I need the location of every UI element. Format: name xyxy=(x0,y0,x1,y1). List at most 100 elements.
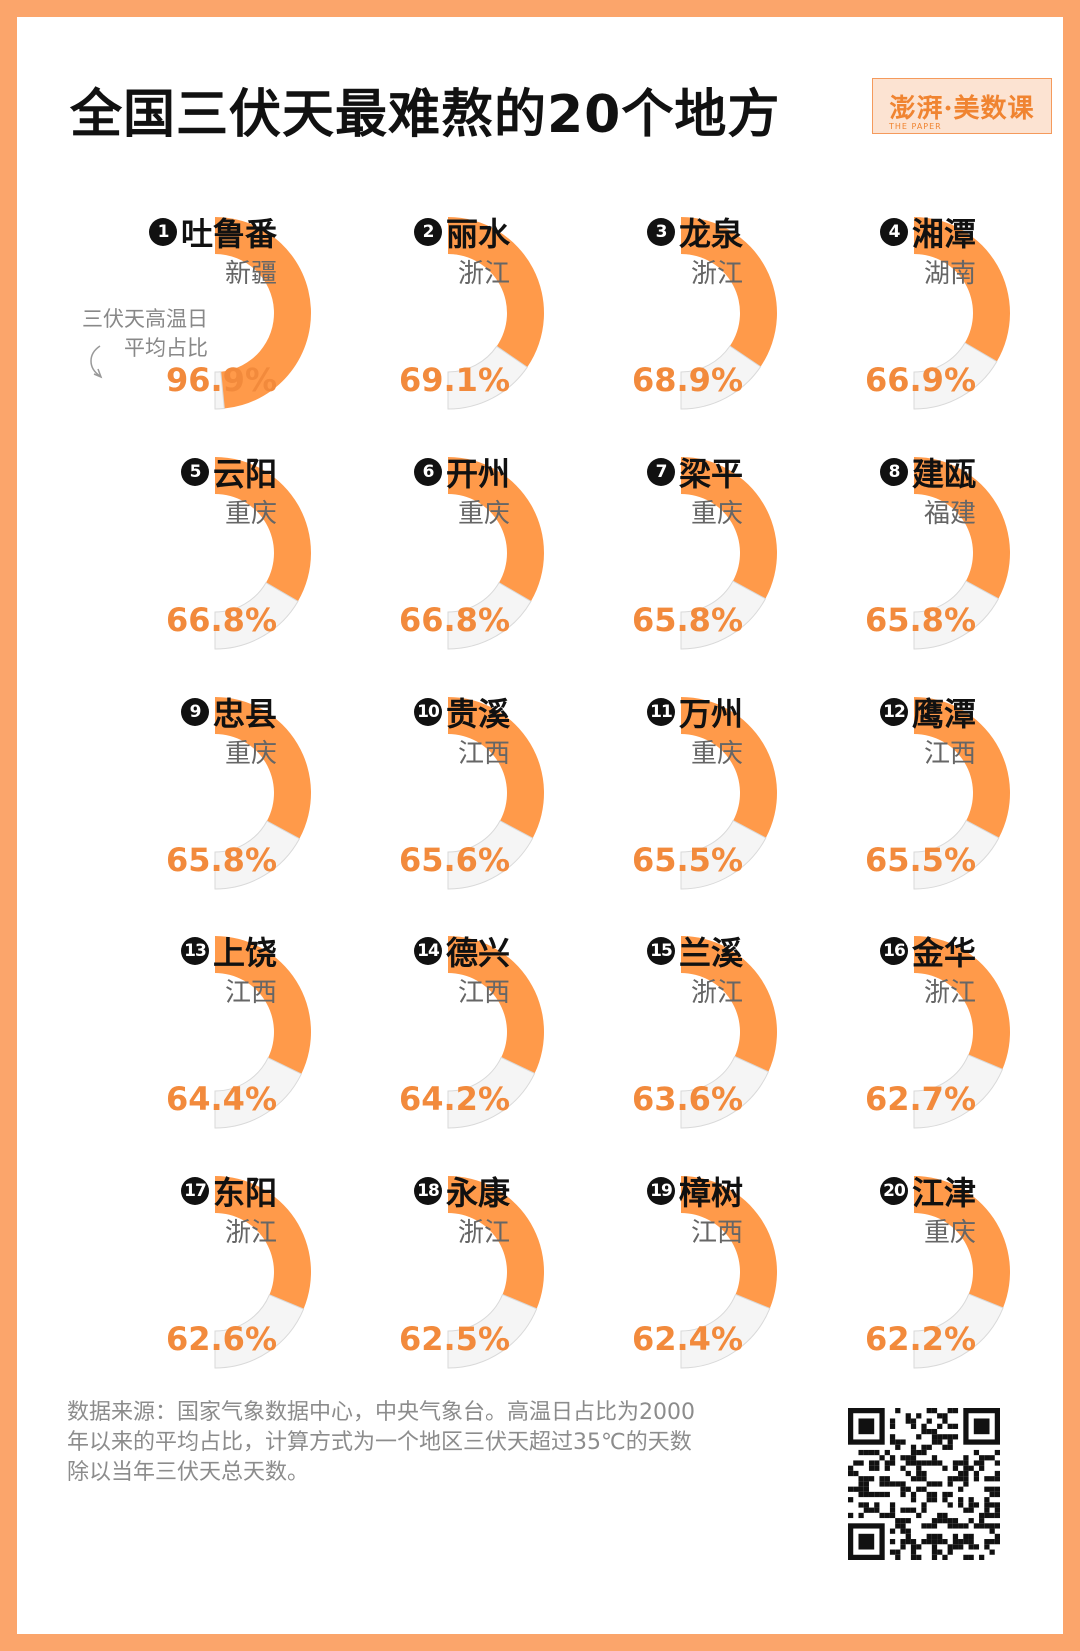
place-name-text: 鹰潭 xyxy=(911,695,976,733)
place-name: 9 忠县 xyxy=(180,689,277,735)
donut-value-arc xyxy=(681,1176,777,1309)
place-name: 16 金华 xyxy=(879,928,976,974)
place-name-text: 梁平 xyxy=(678,455,743,493)
donut-value-arc xyxy=(448,1176,544,1309)
place-name-text: 贵溪 xyxy=(445,695,510,733)
donut-rest-arc xyxy=(913,1293,1004,1369)
rank-badge: 20 xyxy=(879,1177,908,1205)
curved-arrow-icon xyxy=(90,345,103,379)
percent-label: 62.7% xyxy=(864,1080,976,1118)
place-name-text: 江津 xyxy=(911,1174,976,1212)
donut-rest-arc xyxy=(913,342,998,410)
rank-badge: 13 xyxy=(180,937,209,965)
place-name-text: 湘潭 xyxy=(911,215,976,253)
place-name-text: 忠县 xyxy=(212,695,277,733)
donut-rest-arc xyxy=(214,820,301,890)
rank-badge: 10 xyxy=(413,698,442,726)
province-label: 湖南 xyxy=(923,259,976,289)
place-name: 4 湘潭 xyxy=(879,209,976,255)
donut-value-arc xyxy=(215,936,311,1074)
half-donut-chart xyxy=(913,217,1010,410)
province-label: 重庆 xyxy=(224,499,277,529)
donut-item: 2 丽水 浙江 69.1% xyxy=(300,203,544,410)
page-title: 全国三伏天最难熬的20个地方 xyxy=(70,85,781,145)
place-name: 6 开州 xyxy=(413,449,510,495)
half-donut-chart xyxy=(447,936,544,1129)
percent-label: 65.5% xyxy=(631,841,743,879)
province-label: 江西 xyxy=(923,739,976,769)
donut-item: 14 德兴 江西 64.2% xyxy=(300,922,544,1129)
place-name: 13 上饶 xyxy=(180,928,277,974)
province-label: 重庆 xyxy=(457,499,510,529)
rank-badge: 15 xyxy=(646,937,675,965)
donut-value-arc xyxy=(448,697,544,839)
donut-rest-arc xyxy=(447,1056,536,1129)
half-donut-chart xyxy=(214,1176,311,1369)
half-donut-chart xyxy=(214,936,311,1129)
donut-rest-arc xyxy=(680,345,762,410)
place-name-text: 金华 xyxy=(911,934,976,972)
province-label: 江西 xyxy=(690,1218,743,1248)
province-label: 浙江 xyxy=(690,259,743,289)
place-name-text: 云阳 xyxy=(212,455,277,493)
place-name-text: 开州 xyxy=(445,455,510,493)
half-donut-chart xyxy=(913,936,1010,1129)
donut-item: 16 金华 浙江 62.7% xyxy=(766,922,1010,1129)
rank-badge: 6 xyxy=(413,458,442,486)
province-label: 江西 xyxy=(457,978,510,1008)
place-name: 5 云阳 xyxy=(180,449,277,495)
donut-item: 8 建瓯 福建 65.8% xyxy=(766,443,1010,650)
place-name-text: 樟树 xyxy=(678,1174,743,1212)
half-donut-chart xyxy=(680,697,777,890)
percent-label: 69.1% xyxy=(398,361,510,399)
donut-rest-arc xyxy=(680,819,767,890)
donut-rest-arc xyxy=(680,1055,770,1129)
half-donut-chart xyxy=(214,457,311,650)
donut-value-arc xyxy=(215,217,311,409)
place-name: 14 德兴 xyxy=(413,928,510,974)
place-name-text: 东阳 xyxy=(212,1174,277,1212)
data-source-footer: 数据来源：国家气象数据中心，中央气象台。高温日占比为2000年以来的平均占比，计… xyxy=(67,1400,695,1485)
qr-code-icon xyxy=(848,1408,1000,1560)
donut-value-arc xyxy=(215,457,311,602)
half-donut-chart xyxy=(913,1176,1010,1369)
half-donut-chart xyxy=(680,936,777,1129)
percent-label: 66.9% xyxy=(864,361,976,399)
half-donut-chart xyxy=(447,1176,544,1369)
donut-rest-arc xyxy=(214,1294,305,1369)
donut-item: 15 兰溪 浙江 63.6% xyxy=(533,922,777,1129)
half-donut-chart xyxy=(447,697,544,890)
donut-item: 5 云阳 重庆 66.8% xyxy=(67,443,311,650)
donut-item: 17 东阳 浙江 62.6% xyxy=(67,1162,311,1369)
legend-note-line2: 平均占比 xyxy=(124,336,208,360)
place-name-text: 建瓯 xyxy=(911,455,976,493)
donut-value-arc xyxy=(914,457,1010,599)
donut-value-arc xyxy=(681,217,777,367)
place-name: 7 梁平 xyxy=(646,449,743,495)
province-label: 浙江 xyxy=(457,1218,510,1248)
donut-value-arc xyxy=(448,936,544,1074)
province-label: 重庆 xyxy=(923,1218,976,1248)
half-donut-chart xyxy=(680,217,777,410)
percent-label: 65.8% xyxy=(631,601,743,639)
province-label: 浙江 xyxy=(224,1218,277,1248)
donut-item: 13 上饶 江西 64.4% xyxy=(67,922,311,1129)
donut-rest-arc xyxy=(680,580,767,650)
rank-badge: 4 xyxy=(879,218,908,246)
donut-value-arc xyxy=(914,697,1010,838)
donut-item: 20 江津 重庆 62.2% xyxy=(766,1162,1010,1369)
place-name: 8 建瓯 xyxy=(879,449,976,495)
place-name-text: 上饶 xyxy=(212,934,277,972)
legend-note-line1: 三伏天高温日 xyxy=(82,307,208,331)
place-name-text: 万州 xyxy=(678,695,743,733)
donut-rest-arc xyxy=(913,580,1000,650)
rank-badge: 18 xyxy=(413,1177,442,1205)
place-name: 10 贵溪 xyxy=(413,689,510,735)
donut-value-arc xyxy=(215,697,311,839)
donut-rest-arc xyxy=(913,819,1000,890)
rank-badge: 7 xyxy=(646,458,675,486)
percent-label: 63.6% xyxy=(631,1080,743,1118)
donut-value-arc xyxy=(914,217,1010,362)
